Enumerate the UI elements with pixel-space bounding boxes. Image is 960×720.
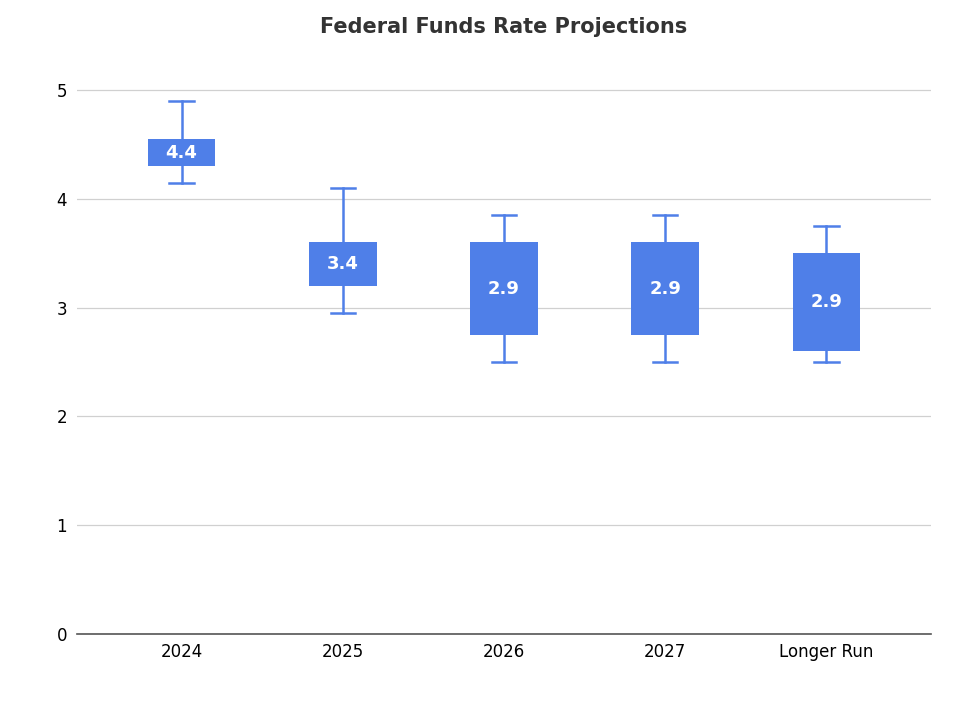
- Bar: [309, 243, 376, 286]
- Bar: [148, 139, 215, 166]
- Text: 2.9: 2.9: [649, 279, 682, 297]
- Text: 2.9: 2.9: [810, 293, 842, 311]
- Text: 3.4: 3.4: [326, 255, 359, 273]
- Bar: [632, 243, 699, 335]
- Title: Federal Funds Rate Projections: Federal Funds Rate Projections: [321, 17, 687, 37]
- Bar: [793, 253, 860, 351]
- Text: 4.4: 4.4: [166, 144, 198, 162]
- Text: 2.9: 2.9: [488, 279, 520, 297]
- Bar: [470, 243, 538, 335]
